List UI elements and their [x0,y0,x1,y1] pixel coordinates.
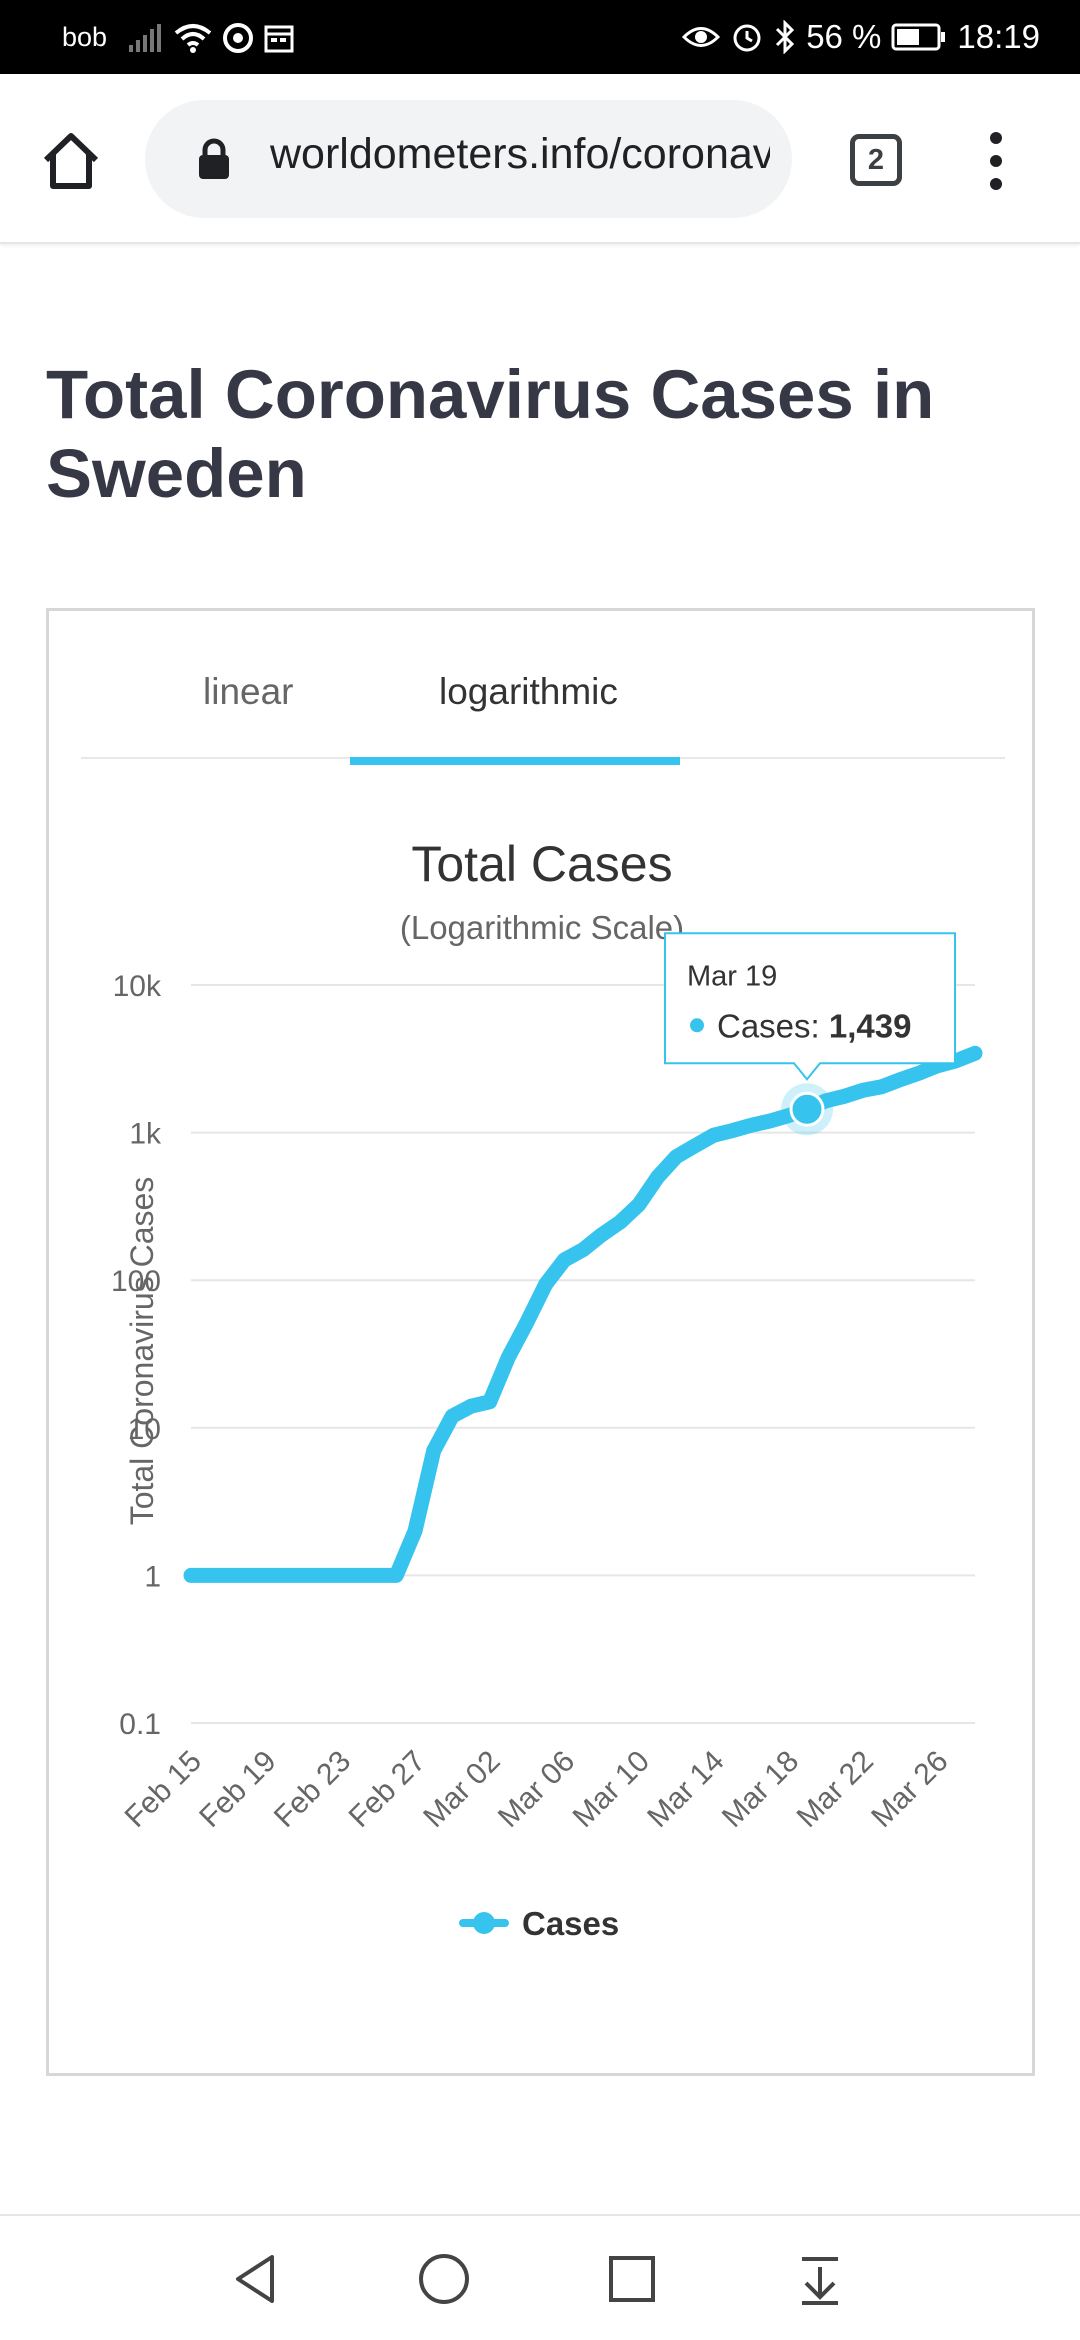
cases-line-chart[interactable]: Total Cases (Logarithmic Scale) Total Co… [49,611,1038,2079]
home-circle-icon[interactable] [416,2251,472,2307]
status-bar: bob [0,0,1080,74]
y-tick-label: 10k [113,970,162,1003]
chart-scale-tabs: linear logarithmic [81,611,1005,765]
y-tick-label: 1k [129,1118,162,1151]
tooltip: Mar 19 Cases: 1,439 [664,932,956,1081]
legend-dot [473,1912,495,1934]
browser-toolbar: worldometers.info/coronavirus 2 [0,74,1080,244]
hotspot-icon [222,22,254,54]
back-icon[interactable] [228,2251,284,2307]
system-nav-bar [0,2214,1080,2340]
tooltip-series-label: Cases: [717,1007,829,1044]
y-tick-label: 100 [111,1265,161,1298]
alarm-icon [730,20,764,54]
lock-icon [197,138,231,180]
x-tick-label: Mar 22 [791,1745,880,1834]
y-tick-label: 1 [144,1560,161,1593]
x-tick-label: Feb 23 [268,1745,357,1834]
x-tick-label: Mar 14 [641,1745,730,1834]
tab-logarithmic[interactable]: logarithmic [439,671,618,712]
x-tick-label: Mar 02 [417,1745,506,1834]
page-title: Total Coronavirus Cases in Sweden [46,356,935,512]
tooltip-value-line: Cases: 1,439 [717,1007,911,1044]
clock-time: 18:19 [957,18,1040,55]
signal-icon [128,23,164,53]
recents-icon[interactable] [604,2251,660,2307]
notifications-pull-icon[interactable] [792,2251,848,2307]
tooltip-series-dot [690,1018,704,1033]
wifi-icon [174,22,212,54]
x-tick-label: Mar 06 [492,1745,581,1834]
url-text[interactable]: worldometers.info/coronavirus [270,130,770,178]
y-tick-label: 0.1 [119,1708,161,1741]
eye-icon [682,22,721,52]
x-tick-label: Mar 18 [716,1745,805,1834]
hover-point[interactable] [789,1091,825,1127]
chart-subtitle: (Logarithmic Scale) [400,909,684,946]
tab-linear[interactable]: linear [203,671,294,712]
tooltip-box [664,932,956,1081]
url-bar[interactable]: worldometers.info/coronavirus [145,100,792,218]
tooltip-value: 1,439 [829,1007,912,1044]
y-tick-label: 10 [128,1413,161,1446]
tooltip-date: Mar 19 [687,960,777,992]
chart-title: Total Cases [411,836,672,892]
tabs-icon[interactable]: 2 [850,134,902,186]
x-tick-label: Feb 19 [193,1745,282,1834]
active-tab-indicator [350,757,680,765]
x-tick-label: Mar 26 [865,1745,954,1834]
home-icon[interactable] [38,128,104,194]
series-line-cases [183,1045,983,1583]
battery-icon [891,22,947,52]
bluetooth-icon [774,20,796,54]
y-axis-title: Total Coronavirus Cases [124,1177,160,1526]
x-tick-label: Feb 27 [343,1745,432,1834]
calendar-icon [264,23,294,53]
chart-card: linear logarithmic Total Cases (Logarith… [46,608,1035,2076]
x-tick-label: Feb 15 [119,1745,208,1834]
battery-text: 56 % [806,18,882,55]
carrier-name: bob [62,22,108,52]
more-vert-icon[interactable] [980,128,1012,194]
tab-count: 2 [867,143,885,176]
legend-label-cases[interactable]: Cases [522,1905,619,1942]
x-tick-label: Mar 10 [567,1745,656,1834]
legend[interactable]: Cases [459,1905,619,1942]
